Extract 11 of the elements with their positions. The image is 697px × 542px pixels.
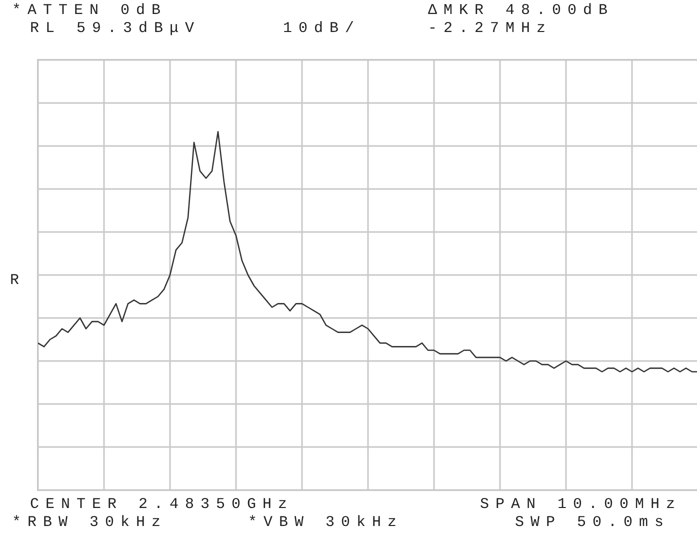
text: *ATTEN 0dB xyxy=(12,2,168,19)
text: ΔMKR 48.00dB xyxy=(428,2,614,19)
text: R xyxy=(10,272,26,289)
text: CENTER 2.48350GHz xyxy=(30,496,294,513)
text: SWP 50.0ms xyxy=(515,514,670,531)
text: *VBW 30kHz xyxy=(248,514,404,531)
text: *RBW 30kHz xyxy=(12,514,168,531)
text: SPAN 10.00MHz xyxy=(480,496,682,513)
text: -2.27MHz xyxy=(428,20,552,37)
text: 10dB/ xyxy=(283,20,361,37)
text: RL 59.3dBμV xyxy=(30,20,201,37)
